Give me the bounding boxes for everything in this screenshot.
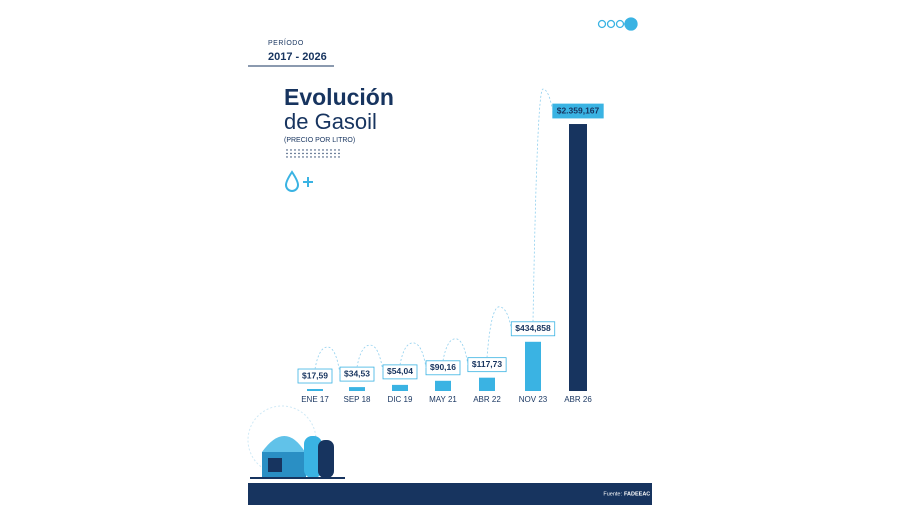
connector: [356, 344, 384, 372]
source-label: Fuente:: [603, 491, 622, 497]
x-tick-label: DIC 19: [388, 395, 413, 404]
dot: [290, 156, 292, 158]
bar: [569, 124, 587, 391]
bar: [479, 377, 495, 391]
illustration: [247, 405, 345, 479]
chart-title: Evolución: [284, 84, 394, 110]
dot: [314, 156, 316, 158]
x-tick-label: ABR 22: [473, 395, 501, 404]
x-tick-label: MAY 21: [429, 395, 457, 404]
value-label: $434,858: [515, 323, 551, 333]
connector: [532, 88, 554, 322]
bar: [349, 387, 365, 391]
dot: [294, 152, 296, 155]
dot: [306, 156, 308, 158]
source: FADEEAC: [624, 491, 650, 497]
dot: [286, 156, 288, 158]
footer-bar: [248, 483, 652, 505]
dot: [286, 149, 288, 151]
dot: [298, 156, 300, 158]
dot: [334, 156, 336, 158]
dot: [298, 149, 300, 151]
connector: [399, 342, 427, 368]
dot: [302, 152, 304, 155]
dot: [318, 156, 320, 158]
dot: [326, 149, 328, 151]
dot: [326, 156, 328, 158]
dot: [298, 152, 300, 155]
value-label: $34,53: [344, 368, 370, 378]
dot: [322, 152, 324, 155]
bar: [307, 389, 323, 391]
value-label: $17,59: [302, 370, 328, 380]
dot: [330, 152, 332, 155]
dot: [322, 156, 324, 158]
dot: [318, 152, 320, 155]
value-label-box: [552, 103, 604, 119]
x-tick-label: ENE 17: [301, 395, 329, 404]
dot: [302, 149, 304, 151]
dot: [330, 149, 332, 151]
period-label: PERÍODO: [268, 38, 304, 47]
card: [248, 0, 652, 505]
dot: [302, 156, 304, 158]
dot: [286, 152, 288, 155]
value-label: $2.359,167: [557, 105, 600, 115]
connector: [486, 306, 512, 358]
dot: [306, 149, 308, 151]
dot: [306, 152, 308, 155]
dot: [334, 152, 336, 155]
dot: [310, 149, 312, 151]
drop-icon: [284, 170, 313, 192]
dot: [294, 149, 296, 151]
dot: [290, 149, 292, 151]
bar: [435, 380, 451, 391]
connector: [442, 338, 469, 365]
value-label: $90,16: [430, 362, 456, 372]
dot: [290, 152, 292, 155]
x-tick-label: SEP 18: [344, 395, 372, 404]
dot: [338, 152, 340, 155]
dot: [330, 156, 332, 158]
bar: [392, 384, 408, 391]
dot: [334, 149, 336, 151]
dot: [310, 152, 312, 155]
logo: [597, 17, 638, 31]
dot: [314, 152, 316, 155]
dot: [326, 152, 328, 155]
dot: [338, 149, 340, 151]
x-tick-label: ABR 26: [564, 395, 592, 404]
connector: [314, 346, 341, 375]
bar: [525, 341, 541, 391]
dot-pattern: [286, 149, 340, 158]
dot: [318, 149, 320, 151]
period: 2017 - 2026: [268, 51, 327, 63]
dot: [322, 149, 324, 151]
dot: [314, 149, 316, 151]
dot: [294, 156, 296, 158]
value-label: $54,04: [387, 366, 413, 376]
dot: [310, 156, 312, 158]
value-label: $117,73: [472, 359, 503, 369]
chart-title: de Gasoil: [284, 109, 377, 134]
chart-subtitle: (PRECIO POR LITRO): [284, 137, 355, 144]
dot: [338, 156, 340, 158]
x-tick-label: NOV 23: [519, 395, 548, 404]
